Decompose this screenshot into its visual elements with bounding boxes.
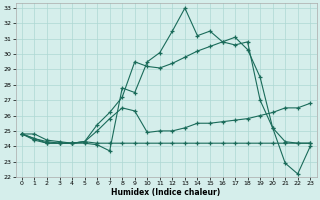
X-axis label: Humidex (Indice chaleur): Humidex (Indice chaleur) bbox=[111, 188, 221, 197]
